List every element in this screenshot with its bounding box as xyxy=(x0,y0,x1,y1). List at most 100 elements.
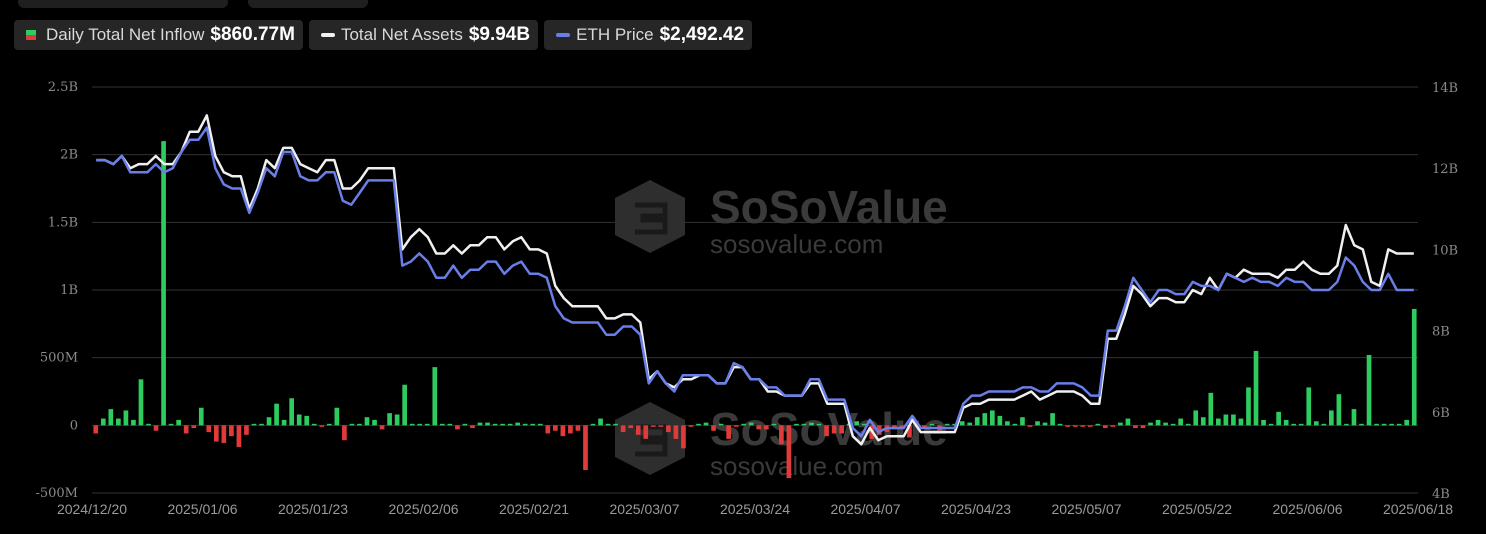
inflow-bar xyxy=(1253,350,1259,426)
inflow-bar xyxy=(349,423,355,426)
line-series xyxy=(96,114,1414,446)
inflow-bar xyxy=(244,425,249,435)
inflow-bar xyxy=(1080,425,1086,427)
inflow-bar xyxy=(1411,308,1417,426)
x-tick-label: 2025/03/07 xyxy=(609,501,679,517)
top-tab-left[interactable] xyxy=(18,0,228,8)
top-tab-right[interactable] xyxy=(248,0,368,8)
inflow-bar xyxy=(455,425,460,430)
inflow-bar xyxy=(530,423,536,426)
inflow-bar xyxy=(1133,425,1138,429)
inflow-bar xyxy=(311,423,317,426)
inflow-bar xyxy=(1389,423,1394,426)
legend-inflow[interactable]: Daily Total Net Inflow $860.77M xyxy=(14,20,303,50)
price-line-icon xyxy=(556,33,571,37)
inflow-bar xyxy=(485,422,490,426)
inflow-bar xyxy=(741,423,747,426)
inflow-bar xyxy=(1313,421,1319,426)
inflow-bar xyxy=(1359,423,1364,426)
inflow-bar xyxy=(229,425,234,437)
inflow-bar xyxy=(183,425,189,434)
inflow-bar xyxy=(1125,418,1131,426)
inflow-bar xyxy=(1148,422,1153,426)
inflow-bar xyxy=(1102,425,1108,429)
inflow-bar xyxy=(861,423,867,426)
inflow-bar xyxy=(1163,422,1168,426)
inflow-bar xyxy=(191,425,197,429)
right-tick-label: 8B xyxy=(1432,325,1450,340)
inflow-bar xyxy=(1366,354,1372,426)
inflow-bar xyxy=(1035,421,1040,426)
inflow-bar xyxy=(1170,423,1176,426)
inflow-bar xyxy=(1072,425,1078,427)
inflow-bar xyxy=(1065,425,1071,427)
inflow-bar xyxy=(251,423,257,426)
inflow-bar xyxy=(673,425,679,439)
inflow-bar xyxy=(515,422,521,426)
legend-assets[interactable]: Total Net Assets $9.94B xyxy=(308,20,539,50)
inflow-bar xyxy=(944,423,950,426)
inflow-bar xyxy=(1193,410,1199,426)
inflow-bar xyxy=(1381,423,1387,426)
logo-s-icon xyxy=(635,424,668,457)
inflow-bar xyxy=(372,419,377,426)
inflow-bar xyxy=(1178,418,1184,426)
inflow-bar xyxy=(598,418,603,426)
inflow-bar xyxy=(967,422,973,426)
total-net-assets-line xyxy=(96,114,1414,446)
inflow-bar xyxy=(1321,423,1327,426)
right-tick-label: 12B xyxy=(1432,162,1458,177)
inflow-bar xyxy=(733,425,739,427)
left-axis-ticks: 2.5B 2B 1.5B 1B 500M 0 -500M xyxy=(35,80,78,501)
legend-price[interactable]: ETH Price $2,492.42 xyxy=(544,20,753,50)
inflow-bar xyxy=(168,423,174,426)
inflow-bar xyxy=(1374,423,1379,426)
inflow-bar xyxy=(771,423,777,426)
right-tick-label: 10B xyxy=(1432,243,1458,258)
inflow-bar xyxy=(131,419,136,426)
x-tick-label: 2025/01/06 xyxy=(167,501,237,517)
watermark-domain: sosovalue.com xyxy=(710,229,883,259)
inflow-bar xyxy=(1268,423,1274,426)
x-tick-label: 2024/12/20 xyxy=(57,501,127,517)
inflow-bar xyxy=(1042,422,1048,426)
inflow-bar xyxy=(424,423,430,426)
assets-line-icon xyxy=(320,33,335,37)
inflow-bar xyxy=(1238,418,1244,426)
inflow-bar xyxy=(974,417,980,426)
eth-price-line xyxy=(96,126,1414,438)
inflow-bar xyxy=(854,421,860,426)
inflow-bar xyxy=(635,425,641,435)
inflow-bar xyxy=(929,423,935,426)
inflow-bar xyxy=(1306,387,1312,426)
inflow-bar xyxy=(477,422,483,426)
inflow-bar xyxy=(688,425,694,427)
right-tick-label: 6B xyxy=(1432,406,1450,421)
right-tick-label: 4B xyxy=(1432,487,1450,502)
inflow-bar xyxy=(1087,425,1093,427)
inflow-bar xyxy=(417,423,423,426)
inflow-bar xyxy=(703,422,709,426)
legend-assets-label: Total Net Assets xyxy=(340,25,463,44)
left-tick-label: 1B xyxy=(60,283,78,298)
legend-price-value: $2,492.42 xyxy=(659,24,745,45)
inflow-bar xyxy=(568,425,573,434)
inflow-bar xyxy=(711,425,716,431)
inflow-bar xyxy=(402,384,408,426)
inflow-bar xyxy=(628,425,634,429)
inflow-bar xyxy=(462,423,468,426)
inflow-bar xyxy=(470,425,475,429)
inflow-bar xyxy=(952,423,957,426)
chart-legend: Daily Total Net Inflow $860.77M Total Ne… xyxy=(14,20,753,50)
inflow-bar xyxy=(816,423,822,426)
inflow-bar xyxy=(1329,410,1334,426)
inflow-bar xyxy=(1231,414,1236,426)
inflow-bar xyxy=(1396,423,1402,426)
inflow-bar xyxy=(394,414,400,426)
inflow-bar xyxy=(650,425,656,427)
watermark-domain: sosovalue.com xyxy=(710,451,883,481)
inflow-bar xyxy=(342,425,347,441)
x-tick-label: 2025/04/23 xyxy=(941,501,1011,517)
